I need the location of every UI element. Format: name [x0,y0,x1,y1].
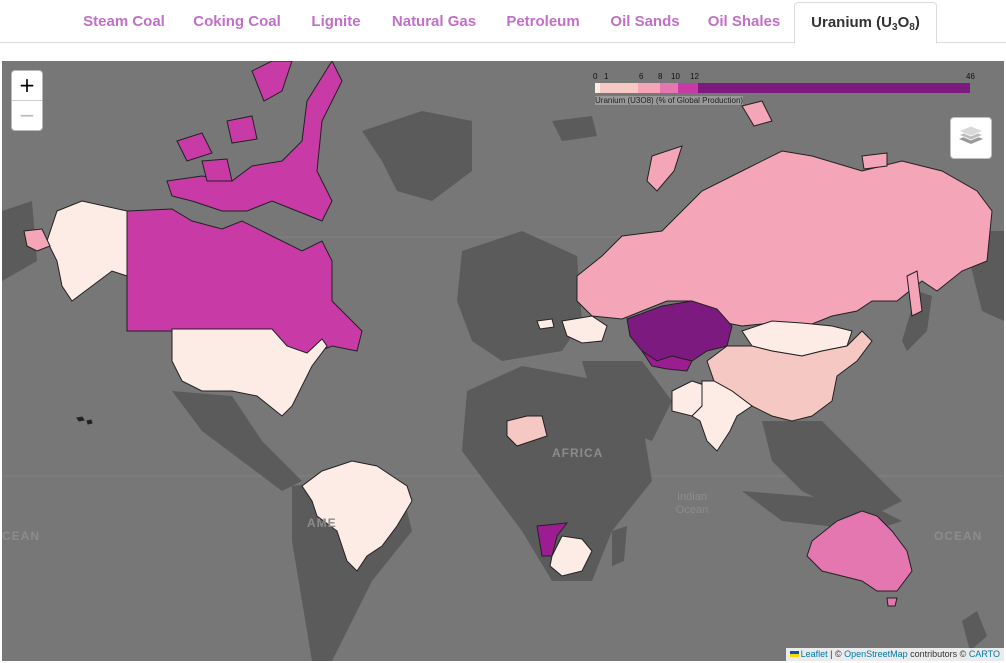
country-usa [171,328,328,417]
country-south-africa [549,535,593,577]
legend: 0 1 6 8 10 12 46 Uranium (U3O8) (% of Gl… [592,71,982,111]
zoom-in-button[interactable]: + [12,71,42,101]
land-mexico-central-america [172,391,302,491]
legend-tick: 0 [593,72,598,81]
tab-uranium-label: Uranium (U3O8) [811,14,920,33]
layers-icon [957,125,985,144]
country-niger [506,415,548,447]
land-new-zealand [962,611,987,651]
zoom-control: + − [11,70,43,131]
tab-oil-shales[interactable]: Oil Shales [707,13,781,30]
country-usa-alaska [46,200,128,302]
land-japan [902,291,932,351]
country-russia-chukotka [23,228,51,252]
label-africa: AFRICA [552,446,604,460]
legend-tick: 1 [604,72,609,81]
legend-tick: 6 [639,72,644,81]
map-canvas [2,61,1004,661]
attribution: Leaflet | © OpenStreetMap contributors ©… [785,648,1004,661]
legend-colorbar [595,83,970,93]
tab-lignite[interactable]: Lignite [311,13,361,30]
tab-petroleum[interactable]: Petroleum [506,13,580,30]
legend-tick: 12 [690,72,699,81]
land-svalbard [552,116,597,141]
carto-link[interactable]: CARTO [968,649,1000,659]
tab-coking-coal[interactable]: Coking Coal [193,13,281,30]
country-australia-tasmania [886,597,898,607]
country-australia [806,510,913,592]
legend-tick: 8 [658,72,663,81]
country-ukraine [561,315,608,344]
map-container[interactable]: AFRICA Indian Ocean AME OCEAN CEAN + − 0 … [2,61,1004,661]
country-russia-novaya-zemlya [646,145,683,192]
tab-oil-sands[interactable]: Oil Sands [610,13,680,30]
label-america: AME [307,516,337,530]
tab-natural-gas[interactable]: Natural Gas [391,13,477,30]
land-madagascar [612,526,627,566]
country-india [691,380,753,452]
osm-link[interactable]: OpenStreetMap [844,649,908,659]
land-africa [462,366,652,581]
land-southeast-asia [762,421,902,521]
legend-tick: 10 [671,72,680,81]
land-europe [457,231,582,361]
land-middle-east [582,361,672,441]
zoom-out-button[interactable]: − [18,103,36,127]
tab-uranium[interactable]: Uranium (U3O8) [794,2,937,44]
land-west-edge [2,201,37,281]
country-uzbekistan [641,350,693,372]
label-ocean-right: OCEAN [934,529,983,543]
leaflet-link[interactable]: Leaflet [800,649,828,659]
country-brazil [301,460,413,572]
country-russia-islands [741,100,888,170]
country-hawaii [76,416,93,425]
country-czech [536,318,555,330]
label-indian-ocean: Indian Ocean [675,491,709,516]
country-canada-archipelago [176,61,293,182]
land-greenland [362,111,472,201]
legend-tick: 46 [966,72,975,81]
ukraine-flag-icon [789,651,799,657]
resource-tabs: Steam Coal Coking Coal Lignite Natural G… [0,0,1006,44]
layers-control[interactable] [950,117,992,159]
legend-title: Uranium (U3O8) (% of Global Production) [595,96,744,105]
country-namibia [536,522,569,557]
tab-steam-coal[interactable]: Steam Coal [83,13,165,30]
attribution-contributors: contributors © [907,649,969,659]
country-russia [576,150,993,327]
attribution-separator: | © [827,649,845,659]
label-ocean-left: CEAN [2,529,41,543]
country-russia-sakhalin [906,270,923,317]
